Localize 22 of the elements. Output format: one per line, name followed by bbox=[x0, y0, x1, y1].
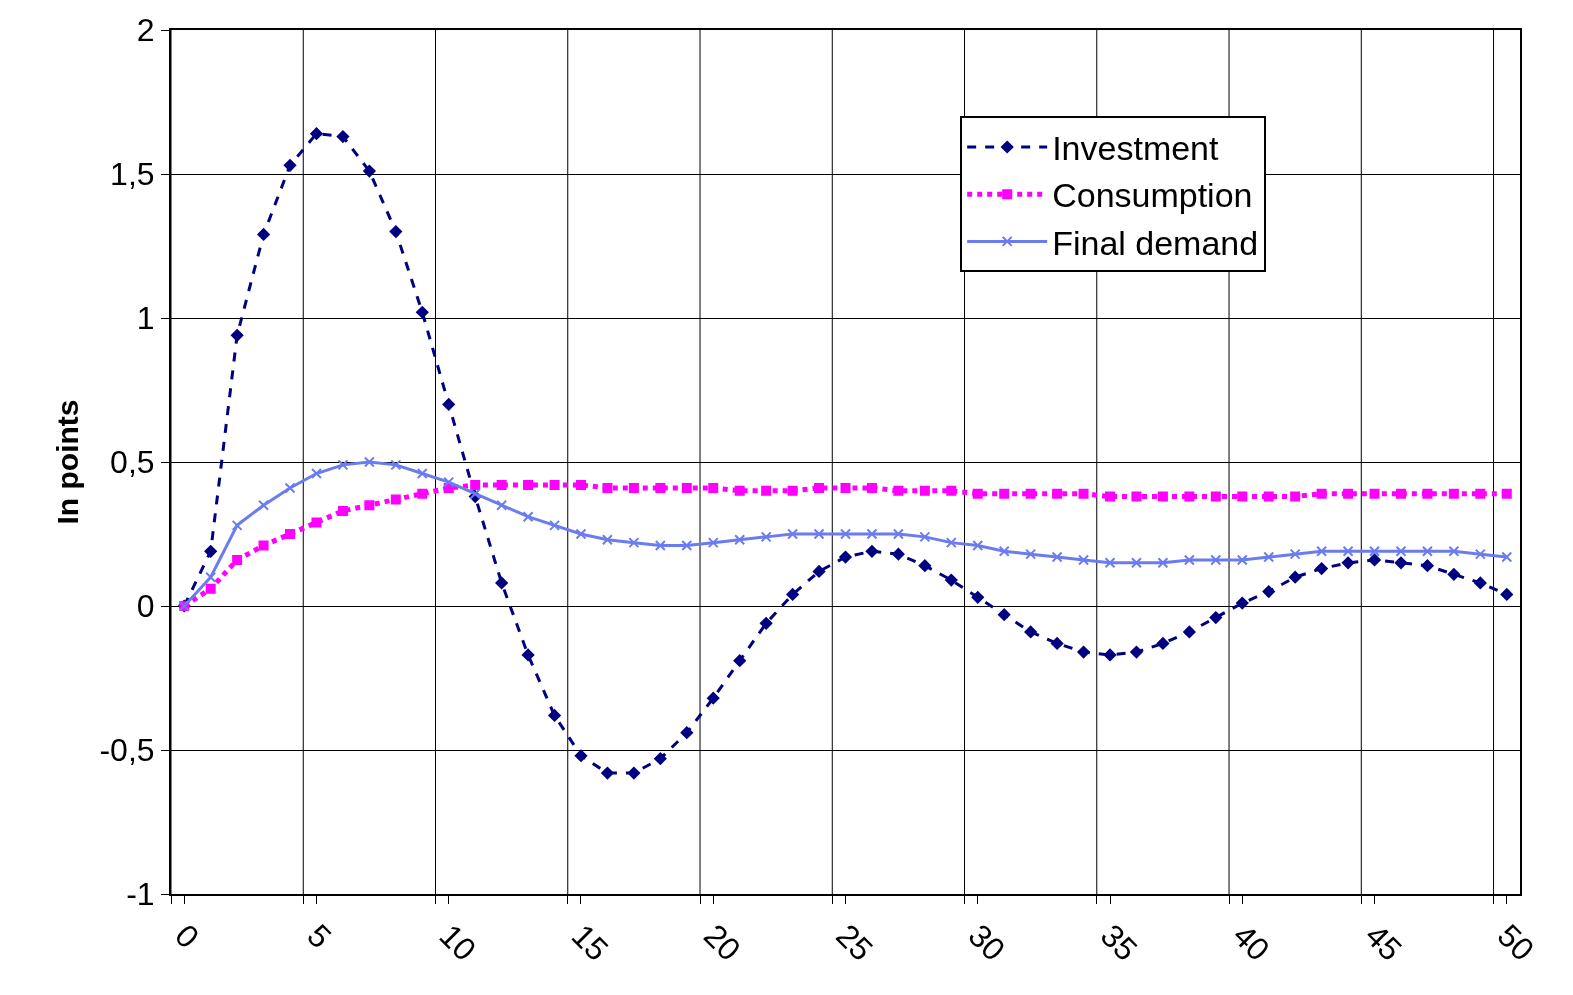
legend-label: Investment bbox=[1052, 129, 1220, 168]
y-tick-label: -0,5 bbox=[99, 732, 155, 769]
x-tick-label: 40 bbox=[1226, 917, 1277, 968]
y-tick-label: 2 bbox=[136, 12, 155, 49]
y-tick-label: 1 bbox=[136, 300, 155, 337]
x-tick-label: 15 bbox=[564, 917, 616, 968]
x-tick-label: 5 bbox=[300, 917, 339, 956]
y-tick-label: 1,5 bbox=[110, 156, 155, 193]
x-tick-label: 35 bbox=[1093, 917, 1145, 968]
legend-label: Consumption bbox=[1052, 176, 1253, 215]
y-tick-label: -1 bbox=[126, 876, 155, 913]
y-axis-title: In points bbox=[50, 399, 84, 525]
x-tick-label: 45 bbox=[1358, 917, 1409, 968]
x-tick-label: 10 bbox=[432, 917, 484, 968]
legend-label: Final demand bbox=[1052, 223, 1259, 262]
x-tick-label: 50 bbox=[1490, 917, 1542, 968]
x-tick-label: 0 bbox=[167, 917, 207, 956]
x-tick-label: 20 bbox=[696, 917, 748, 968]
y-tick-label: 0 bbox=[136, 588, 155, 625]
y-tick-label: 0,5 bbox=[110, 444, 155, 481]
x-tick-label: 30 bbox=[961, 917, 1013, 968]
x-tick-label: 25 bbox=[829, 917, 880, 968]
